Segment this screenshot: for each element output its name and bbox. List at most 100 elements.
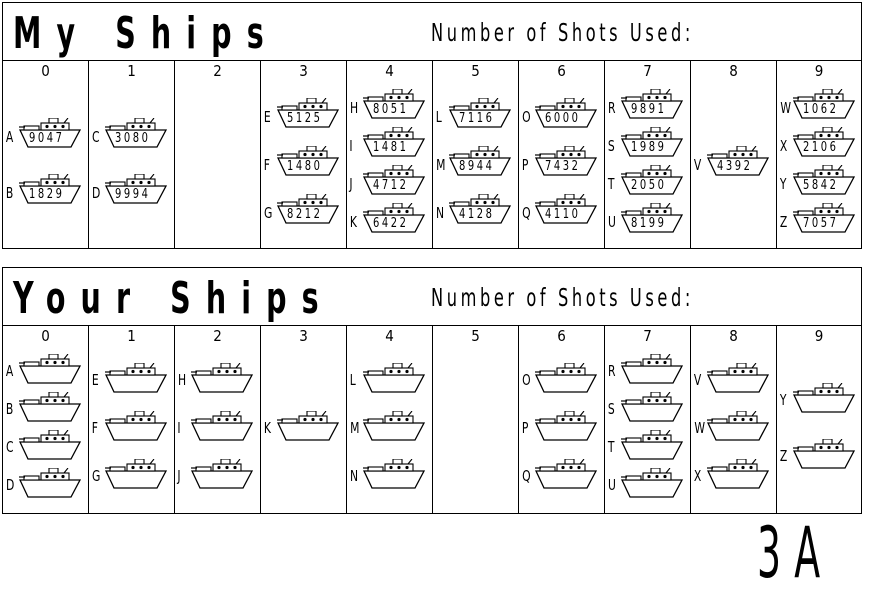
your-ship-i[interactable]: I xyxy=(177,411,255,445)
your-ship-w[interactable]: W xyxy=(693,411,771,445)
your-ship-r[interactable]: R xyxy=(607,354,685,388)
my-ship-b[interactable]: B 1829 xyxy=(5,174,83,208)
your-ship-s[interactable]: S xyxy=(607,392,685,426)
my-ship-x[interactable]: X 2106 xyxy=(779,127,857,161)
my-ship-m[interactable]: M 8944 xyxy=(435,146,513,180)
my-ship-c[interactable]: C 3080 xyxy=(91,118,169,152)
my-ship-j[interactable]: J 4712 xyxy=(349,165,427,199)
ship-code: 5125 xyxy=(287,111,323,126)
ship-letter: R xyxy=(607,99,616,117)
ship-code: 5842 xyxy=(803,178,839,193)
ship-letter: C xyxy=(5,438,14,456)
ship-letter: N xyxy=(350,467,359,485)
my-column-2: 2 xyxy=(175,60,261,248)
ship-code: 6000 xyxy=(545,111,581,126)
your-ship-x[interactable]: X xyxy=(693,459,771,493)
ship-letter: E xyxy=(91,371,99,389)
your-ship-n[interactable]: N xyxy=(349,459,427,493)
your-ship-a[interactable]: A xyxy=(5,354,83,388)
ship-code: 8944 xyxy=(459,159,495,174)
my-ship-u[interactable]: U 8199 xyxy=(607,203,685,237)
my-ship-l[interactable]: L 7116 xyxy=(435,98,513,132)
ship-code: 6422 xyxy=(373,216,409,231)
ship-code: 4110 xyxy=(545,207,581,222)
ship-letter: U xyxy=(607,476,616,494)
ship-letter: S xyxy=(607,400,615,418)
my-ship-g[interactable]: G 8212 xyxy=(263,194,341,228)
your-column-7: 7 R S T U xyxy=(605,325,691,513)
my-ship-o[interactable]: O 6000 xyxy=(521,98,599,132)
ship-letter: Z xyxy=(779,213,788,231)
my-ship-z[interactable]: Z 7057 xyxy=(779,203,857,237)
ship-letter: H xyxy=(350,99,359,117)
my-column-5: 5 L 7116 M 8944 N 4128 xyxy=(433,60,519,248)
your-ship-u[interactable]: U xyxy=(607,468,685,502)
your-ship-q[interactable]: Q xyxy=(521,459,599,493)
my-ship-n[interactable]: N 4128 xyxy=(435,194,513,228)
column-number: 9 xyxy=(814,62,824,80)
your-ship-f[interactable]: F xyxy=(91,411,169,445)
your-ship-m[interactable]: M xyxy=(349,411,427,445)
ship-letter: D xyxy=(6,476,15,494)
my-ship-s[interactable]: S 1989 xyxy=(607,127,685,161)
ship-code: 8199 xyxy=(631,216,667,231)
ship-letter: V xyxy=(693,371,702,389)
column-number: 5 xyxy=(471,327,480,345)
your-ship-t[interactable]: T xyxy=(607,430,685,464)
my-ship-e[interactable]: E 5125 xyxy=(263,98,341,132)
your-ship-h[interactable]: H xyxy=(177,363,255,397)
my-column-1: 1 C 3080 D 9994 xyxy=(89,60,175,248)
your-ship-y[interactable]: Y xyxy=(779,383,857,417)
my-ship-y[interactable]: Y 5842 xyxy=(779,165,857,199)
ship-letter: W xyxy=(694,419,706,437)
your-column-0: 0 A B C D xyxy=(3,325,89,513)
column-number: 8 xyxy=(729,62,738,80)
ship-letter: C xyxy=(91,128,100,146)
your-ship-b[interactable]: B xyxy=(5,392,83,426)
your-ship-e[interactable]: E xyxy=(91,363,169,397)
my-ship-v[interactable]: V 4392 xyxy=(693,146,771,180)
your-ship-c[interactable]: C xyxy=(5,430,83,464)
my-ship-a[interactable]: A 9047 xyxy=(5,118,83,152)
your-ship-j[interactable]: J xyxy=(177,459,255,493)
your-ship-l[interactable]: L xyxy=(349,363,427,397)
my-column-0: 0 A 9047 B 1829 xyxy=(3,60,89,248)
ship-letter: K xyxy=(263,419,271,437)
ship-code: 1480 xyxy=(287,159,323,174)
my-ships-title: My Ships xyxy=(13,8,279,59)
ship-letter: F xyxy=(263,156,270,174)
your-ship-z[interactable]: Z xyxy=(779,439,857,473)
my-ship-r[interactable]: R 9891 xyxy=(607,89,685,123)
ship-code: 1481 xyxy=(373,140,409,155)
your-ship-o[interactable]: O xyxy=(521,363,599,397)
my-ship-t[interactable]: T 2050 xyxy=(607,165,685,199)
my-ship-h[interactable]: H 8051 xyxy=(349,89,427,123)
my-ship-w[interactable]: W 1062 xyxy=(779,89,857,123)
my-ship-f[interactable]: F 1480 xyxy=(263,146,341,180)
ship-letter: P xyxy=(521,419,529,437)
ship-letter: G xyxy=(264,204,273,222)
column-number: 5 xyxy=(471,62,480,80)
ship-letter: E xyxy=(263,108,271,126)
column-number: 0 xyxy=(41,62,50,80)
your-column-8: 8 V W X xyxy=(691,325,777,513)
my-ship-i[interactable]: I 1481 xyxy=(349,127,427,161)
my-shots-used-label: Number of Shots Used: xyxy=(431,18,694,47)
your-ship-p[interactable]: P xyxy=(521,411,599,445)
ship-letter: J xyxy=(177,467,181,485)
column-number: 1 xyxy=(127,327,136,345)
ship-letter: W xyxy=(780,99,792,117)
my-ship-q[interactable]: Q 4110 xyxy=(521,194,599,228)
your-ship-g[interactable]: G xyxy=(91,459,169,493)
your-ships-title: Your Ships xyxy=(13,273,334,324)
my-ship-d[interactable]: D 9994 xyxy=(91,174,169,208)
column-number: 7 xyxy=(643,327,652,345)
my-column-4: 4 H 8051 I 1481 J 4712 K 6422 xyxy=(347,60,433,248)
ship-letter: Q xyxy=(522,204,531,222)
your-ship-d[interactable]: D xyxy=(5,468,83,502)
my-ship-p[interactable]: P 7432 xyxy=(521,146,599,180)
my-ship-k[interactable]: K 6422 xyxy=(349,203,427,237)
your-ship-k[interactable]: K xyxy=(263,411,341,445)
your-ship-v[interactable]: V xyxy=(693,363,771,397)
